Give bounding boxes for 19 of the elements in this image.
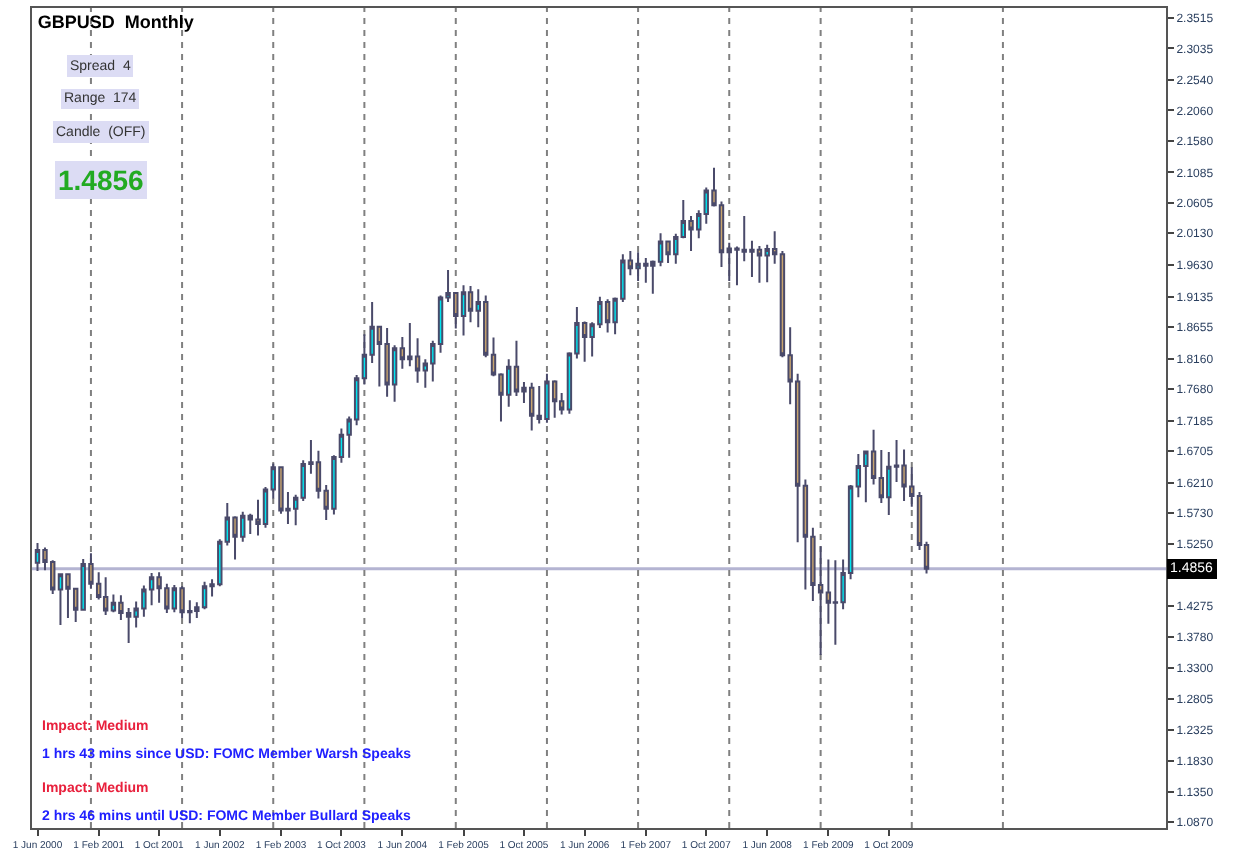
candlestick xyxy=(832,559,839,646)
candlestick xyxy=(528,381,535,432)
candlestick xyxy=(756,244,763,284)
candlestick xyxy=(34,542,41,572)
chart-title: GBPUSD Monthly xyxy=(37,12,194,33)
candlestick xyxy=(201,580,208,611)
candlestick xyxy=(901,448,907,503)
candlestick xyxy=(171,583,178,614)
candlestick xyxy=(635,251,641,282)
candlestick xyxy=(604,298,611,334)
candlestick xyxy=(460,284,467,337)
candlestick xyxy=(551,379,558,419)
candlestick xyxy=(665,239,671,265)
candlestick xyxy=(544,372,550,424)
candlestick xyxy=(179,585,185,620)
candlestick xyxy=(102,576,109,616)
annotation: 1.4856 xyxy=(58,164,145,196)
candlestick xyxy=(384,326,390,398)
candlestick xyxy=(65,572,71,620)
